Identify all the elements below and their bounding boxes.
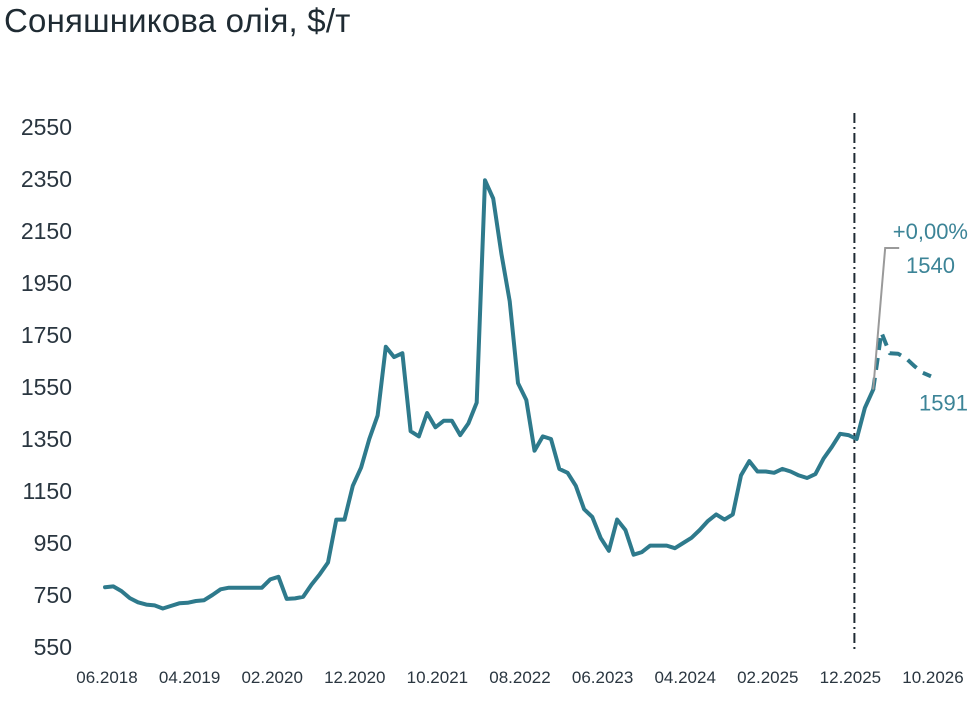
- y-tick-label: 750: [34, 582, 72, 608]
- annotation-label: +0,00%: [893, 219, 968, 244]
- forecast-series-line: [871, 330, 932, 390]
- x-axis: 06.2018 04.2019 02.2020 12.2020 10.2021 08.20…: [76, 668, 963, 687]
- annotation-label: 1591: [919, 390, 968, 415]
- y-axis: 2550 2350 2150 1950 1750 1550 1350 1150 950 750 55…: [21, 114, 72, 660]
- y-tick-label: 1750: [21, 322, 72, 348]
- x-tick-label: 10.2021: [407, 668, 468, 687]
- history-series-line: [103, 178, 876, 611]
- x-tick-label: 02.2025: [737, 668, 798, 687]
- y-tick-label: 1950: [21, 270, 72, 296]
- x-tick-label: 08.2022: [489, 668, 550, 687]
- y-tick-label: 950: [34, 530, 72, 556]
- annotation-leader-line: [872, 247, 900, 390]
- y-tick-label: 1350: [21, 426, 72, 452]
- y-tick-label: 2350: [21, 166, 72, 192]
- y-tick-label: 1150: [23, 478, 72, 504]
- chart-title: Соняшникова олія, $/т: [4, 2, 351, 39]
- annotation-group: +0,00% 1540 1591: [872, 219, 968, 415]
- x-tick-label: 06.2018: [76, 668, 137, 687]
- series-group: [103, 178, 932, 611]
- annotation-label: 1540: [906, 253, 955, 278]
- x-tick-label: 12.2020: [324, 668, 385, 687]
- y-tick-label: 2150: [21, 218, 72, 244]
- x-tick-label: 02.2020: [241, 668, 302, 687]
- y-tick-label: 2550: [21, 114, 72, 140]
- y-tick-label: 1550: [21, 374, 72, 400]
- x-tick-label: 10.2026: [902, 668, 963, 687]
- x-tick-label: 12.2025: [820, 668, 881, 687]
- x-tick-label: 04.2024: [654, 668, 715, 687]
- x-tick-label: 04.2019: [159, 668, 220, 687]
- y-tick-label: 550: [34, 634, 72, 660]
- x-tick-label: 06.2023: [572, 668, 633, 687]
